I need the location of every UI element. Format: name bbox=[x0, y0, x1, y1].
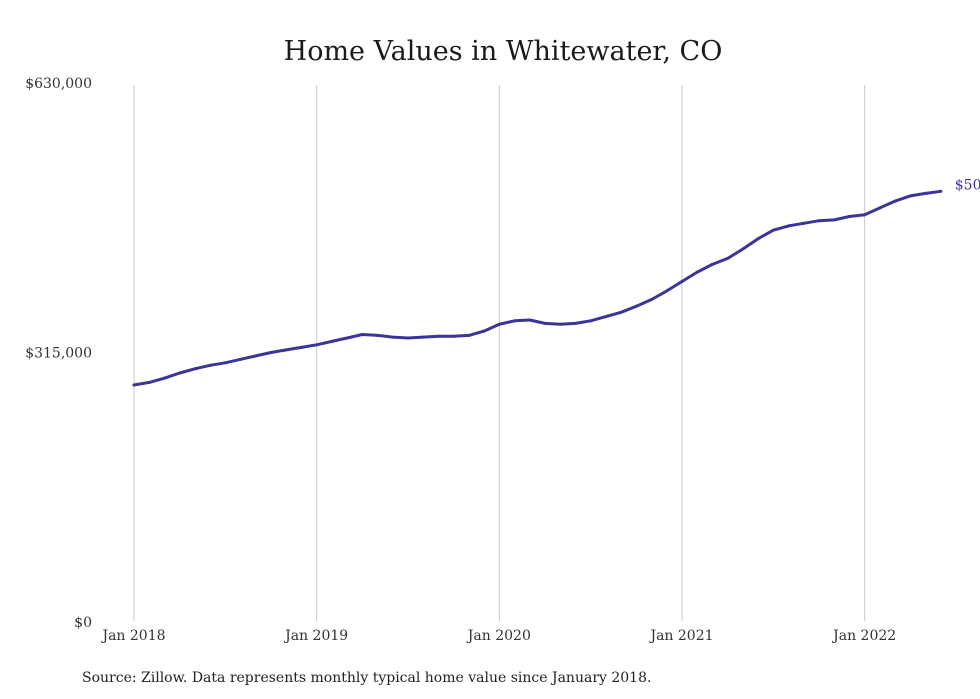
data-point bbox=[604, 315, 608, 319]
data-point bbox=[254, 354, 258, 358]
data-point bbox=[223, 361, 227, 365]
data-point bbox=[132, 383, 136, 387]
data-point bbox=[847, 214, 851, 218]
data-point bbox=[406, 336, 410, 340]
data-point bbox=[467, 333, 471, 337]
data-point bbox=[513, 319, 517, 323]
data-point bbox=[391, 335, 395, 339]
data-point bbox=[893, 199, 897, 203]
data-point bbox=[832, 218, 836, 222]
data-point bbox=[239, 357, 243, 361]
data-point bbox=[421, 335, 425, 339]
data-point bbox=[726, 256, 730, 260]
data-point bbox=[787, 224, 791, 228]
x-tick-label: Jan 2020 bbox=[466, 628, 531, 644]
data-point bbox=[771, 228, 775, 232]
data-point bbox=[878, 206, 882, 210]
data-point bbox=[193, 367, 197, 371]
data-point bbox=[147, 380, 151, 384]
x-tick-label: Jan 2018 bbox=[100, 628, 165, 644]
data-point bbox=[482, 329, 486, 333]
data-point bbox=[634, 304, 638, 308]
data-point bbox=[680, 279, 684, 283]
y-tick-label: $630,000 bbox=[25, 76, 92, 92]
data-point bbox=[162, 376, 166, 380]
data-point bbox=[315, 343, 319, 347]
data-point bbox=[528, 318, 532, 322]
data-point bbox=[756, 237, 760, 241]
y-tick-label: $315,000 bbox=[25, 346, 92, 362]
data-point bbox=[863, 213, 867, 217]
data-point bbox=[665, 289, 669, 293]
data-point bbox=[695, 270, 699, 274]
data-point bbox=[376, 333, 380, 337]
data-point bbox=[497, 322, 501, 326]
y-axis: $0 $315,000 $630,000 bbox=[25, 76, 92, 631]
series-layer: $503,391 bbox=[132, 177, 980, 387]
chart-title: Home Values in Whitewater, CO bbox=[284, 36, 723, 67]
data-point bbox=[619, 310, 623, 314]
data-point bbox=[436, 334, 440, 338]
data-point bbox=[573, 321, 577, 325]
x-tick-label: Jan 2019 bbox=[283, 628, 348, 644]
end-value-label: $503,391 bbox=[955, 177, 980, 193]
x-axis: Jan 2018 Jan 2019 Jan 2020 Jan 2021 Jan 2022 bbox=[100, 628, 896, 644]
data-point bbox=[650, 297, 654, 301]
y-tick-label: $0 bbox=[74, 615, 92, 631]
source-note: Source: Zillow. Data represents monthly … bbox=[82, 670, 651, 686]
data-point bbox=[817, 219, 821, 223]
data-point bbox=[299, 345, 303, 349]
data-point bbox=[284, 348, 288, 352]
data-point bbox=[741, 247, 745, 251]
data-point bbox=[330, 339, 334, 343]
data-point bbox=[558, 322, 562, 326]
data-point bbox=[802, 221, 806, 225]
data-point bbox=[908, 194, 912, 198]
data-point bbox=[208, 363, 212, 367]
data-point bbox=[178, 371, 182, 375]
data-point bbox=[589, 319, 593, 323]
data-point bbox=[939, 189, 943, 193]
data-point bbox=[452, 334, 456, 338]
x-tick-label: Jan 2021 bbox=[648, 628, 713, 644]
data-point bbox=[710, 262, 714, 266]
data-point bbox=[269, 351, 273, 354]
data-point bbox=[345, 336, 349, 340]
data-point bbox=[924, 191, 928, 195]
data-point bbox=[360, 333, 364, 337]
x-tick-label: Jan 2022 bbox=[831, 628, 896, 644]
data-point bbox=[543, 321, 547, 325]
series-line bbox=[132, 189, 943, 387]
grid-lines bbox=[133, 85, 866, 621]
